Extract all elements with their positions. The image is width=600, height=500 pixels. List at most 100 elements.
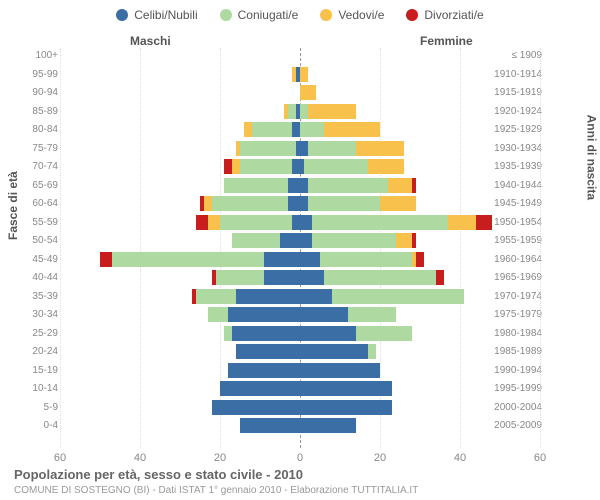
pyramid-row [60, 400, 540, 415]
segment [232, 233, 280, 248]
segment [396, 233, 412, 248]
segment [312, 233, 396, 248]
segment [324, 122, 380, 137]
segment [356, 326, 412, 341]
segment [412, 178, 416, 193]
female-bar [300, 326, 412, 341]
pyramid-row [60, 344, 540, 359]
age-label: 95-99 [24, 70, 58, 80]
pyramid-row [60, 233, 540, 248]
female-bar [300, 196, 416, 211]
segment [320, 252, 412, 267]
pyramid-row [60, 85, 540, 100]
pyramid-row [60, 178, 540, 193]
x-tick-label: 20 [214, 452, 226, 464]
segment [200, 196, 204, 211]
age-label: 0-4 [24, 421, 58, 431]
male-bar [228, 363, 300, 378]
female-bar [300, 307, 396, 322]
female-bar [300, 363, 380, 378]
segment [240, 141, 296, 156]
female-bar [300, 141, 404, 156]
age-label: 75-79 [24, 144, 58, 154]
segment [300, 85, 316, 100]
segment [208, 307, 228, 322]
male-bar [224, 178, 300, 193]
female-bar [300, 122, 380, 137]
legend-item: Divorziati/e [406, 8, 483, 22]
segment [236, 344, 300, 359]
segment [388, 178, 412, 193]
segment [212, 400, 300, 415]
segment [212, 270, 216, 285]
male-bar [232, 233, 300, 248]
segment [240, 418, 300, 433]
segment [244, 122, 252, 137]
segment [308, 178, 388, 193]
pyramid-row [60, 363, 540, 378]
axis-label-age: Fasce di età [6, 171, 20, 240]
female-bar [300, 270, 444, 285]
age-label: 45-49 [24, 255, 58, 265]
legend-swatch [116, 9, 128, 21]
male-bar [240, 418, 300, 433]
segment [300, 307, 348, 322]
male-bar [192, 289, 300, 304]
age-label: 5-9 [24, 403, 58, 413]
segment [236, 289, 300, 304]
segment [224, 178, 288, 193]
segment [232, 326, 300, 341]
age-label: 70-74 [24, 162, 58, 172]
pyramid-row [60, 67, 540, 82]
age-label: 65-69 [24, 181, 58, 191]
segment [380, 196, 416, 211]
segment [292, 67, 296, 82]
legend-swatch [406, 9, 418, 21]
male-bar [236, 141, 300, 156]
segment [284, 104, 288, 119]
female-bar [300, 418, 356, 433]
pyramid-row [60, 270, 540, 285]
segment [368, 344, 376, 359]
axis-label-year: Anni di nascita [584, 115, 598, 200]
female-bar [300, 233, 416, 248]
segment [212, 196, 288, 211]
age-label: 30-34 [24, 310, 58, 320]
segment [304, 159, 368, 174]
segment [308, 104, 356, 119]
age-label: 20-24 [24, 347, 58, 357]
age-labels: 100+95-9990-9485-8980-8475-7970-7465-696… [24, 48, 58, 448]
female-bar [300, 289, 464, 304]
legend-item: Celibi/Nubili [116, 8, 197, 22]
chart-area [60, 48, 540, 448]
segment [100, 252, 112, 267]
segment [228, 363, 300, 378]
age-label: 80-84 [24, 125, 58, 135]
segment [300, 344, 368, 359]
segment [300, 67, 308, 82]
segment [288, 196, 300, 211]
segment [232, 159, 240, 174]
segment [300, 178, 308, 193]
age-label: 40-44 [24, 273, 58, 283]
age-label: 55-59 [24, 218, 58, 228]
segment [300, 400, 392, 415]
legend-item: Coniugati/e [220, 8, 299, 22]
segment [112, 252, 264, 267]
segment [308, 196, 380, 211]
male-bar [220, 381, 300, 396]
x-tick-label: 60 [54, 452, 66, 464]
segment [348, 307, 396, 322]
x-tick-label: 60 [534, 452, 546, 464]
male-bar [208, 307, 300, 322]
male-bar [236, 344, 300, 359]
legend-item: Vedovi/e [320, 8, 384, 22]
age-label: 25-29 [24, 329, 58, 339]
pyramid-row [60, 122, 540, 137]
female-bar [300, 381, 392, 396]
x-tick-label: 40 [454, 452, 466, 464]
pyramid-row [60, 196, 540, 211]
segment [292, 122, 300, 137]
male-bar [284, 104, 300, 119]
segment [324, 270, 436, 285]
